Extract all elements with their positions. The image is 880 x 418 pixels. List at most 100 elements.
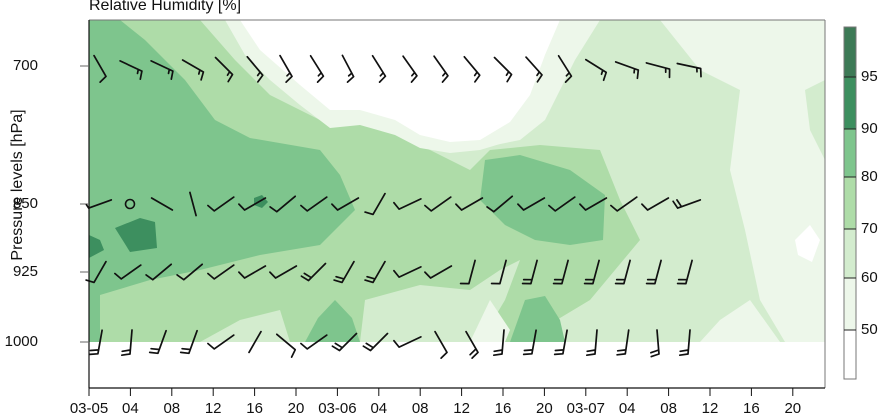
wind-barb: [279, 54, 293, 83]
wind-barb: [424, 265, 453, 279]
colorbar-tick-label: 70: [861, 220, 878, 237]
wind-barb: [85, 260, 107, 284]
wind-barb: [207, 334, 235, 350]
wind-barb: [331, 332, 358, 352]
wind-barb: [145, 263, 173, 281]
wind-barb: [269, 265, 298, 279]
wind-barb: [331, 197, 360, 211]
x-tick-label: 20: [287, 400, 305, 417]
colorbar-tick-label: 95: [861, 68, 878, 85]
y-ticks: [80, 65, 89, 343]
wind-barb: [525, 56, 543, 83]
wind-barb: [150, 60, 174, 81]
wind-barb: [181, 59, 205, 81]
x-tick-label: 12: [701, 400, 719, 417]
wind-barb: [238, 197, 267, 211]
wind-barb: [522, 329, 537, 356]
wind-barb: [552, 259, 569, 285]
wind-barb: [269, 195, 297, 213]
wind-barb: [393, 198, 422, 210]
wind-barb: [119, 60, 143, 81]
wind-barb: [493, 56, 513, 83]
wind-barb: [650, 329, 660, 358]
wind-barb: [548, 196, 576, 212]
wind-barb: [672, 199, 702, 209]
wind-barb: [120, 329, 133, 357]
wind-barb: [176, 263, 204, 281]
wind-barb: [492, 329, 505, 357]
wind-barb: [459, 259, 476, 285]
wind-barb: [557, 54, 573, 83]
wind-barb: [517, 197, 546, 211]
wind-barb: [309, 54, 325, 83]
wind-barb: [364, 260, 386, 284]
wind-barbs: [85, 54, 702, 359]
wind-barb: [402, 55, 418, 83]
wind-barb: [521, 259, 538, 285]
contour-fill: [89, 20, 825, 342]
wind-barb: [393, 266, 422, 278]
wind-barb: [246, 55, 264, 83]
x-ticks: [88, 388, 794, 396]
wind-barb: [614, 61, 640, 80]
wind-barb: [433, 55, 449, 83]
x-tick-label: 04: [370, 400, 388, 417]
wind-barb: [114, 264, 142, 280]
wind-barb: [207, 264, 235, 280]
wind-barb: [553, 329, 568, 356]
x-tick-label: 04: [618, 400, 636, 417]
y-tick-label: 850: [12, 195, 38, 212]
wind-barb: [148, 329, 167, 355]
wind-barb: [641, 197, 670, 211]
x-tick-label: 03-06: [318, 400, 357, 417]
x-tick-label: 08: [163, 400, 181, 417]
x-tick-label: 08: [411, 400, 429, 417]
x-tick-label: 04: [122, 400, 139, 417]
wind-barb: [275, 333, 297, 358]
y-tick-label: 700: [12, 57, 38, 74]
wind-barb: [150, 197, 174, 211]
wind-barb: [424, 196, 452, 212]
y-axis-label: Pressure levels [hPa]: [9, 109, 26, 261]
colorbar: [843, 26, 857, 380]
wind-barb: [207, 196, 235, 212]
colorbar-tick-label: 90: [861, 120, 878, 137]
wind-barb: [393, 336, 422, 348]
wind-barb: [614, 259, 631, 285]
wind-barb: [645, 62, 671, 79]
wind-barb: [364, 192, 386, 216]
wind-barb: [300, 196, 328, 212]
wind-barb: [455, 197, 484, 211]
x-tick-label: 16: [494, 400, 512, 417]
wind-barb: [362, 332, 389, 352]
wind-barb: [214, 56, 234, 83]
x-tick-label: 16: [743, 400, 760, 417]
wind-barb: [585, 329, 598, 357]
colorbar-tick-label: 80: [861, 168, 878, 185]
y-tick-label: 925: [12, 263, 38, 280]
wind-barb: [583, 259, 600, 285]
wind-barb: [676, 259, 693, 285]
wind-barb: [333, 260, 355, 284]
wind-barb: [486, 195, 514, 213]
colorbar-tick-label: 60: [861, 269, 878, 286]
x-tick-label: 16: [246, 400, 263, 417]
x-tick-label: 03-07: [566, 400, 605, 417]
x-tick-label: 12: [204, 400, 222, 417]
wind-barb: [300, 262, 327, 282]
wind-barb: [610, 196, 638, 212]
wind-barb: [88, 329, 103, 356]
wind-barb: [248, 330, 262, 354]
wind-barb: [85, 199, 113, 209]
wind-barb: [579, 197, 608, 211]
wind-barb: [463, 55, 481, 83]
wind-barb: [179, 329, 198, 355]
x-tick-label: 03-05: [69, 400, 109, 417]
wind-barb: [189, 191, 197, 217]
wind-barb: [300, 334, 328, 350]
wind-barb: [616, 329, 630, 356]
colorbar-tick-label: 50: [861, 321, 878, 338]
y-tick-label: 1000: [4, 333, 38, 350]
wind-barb: [584, 58, 608, 82]
